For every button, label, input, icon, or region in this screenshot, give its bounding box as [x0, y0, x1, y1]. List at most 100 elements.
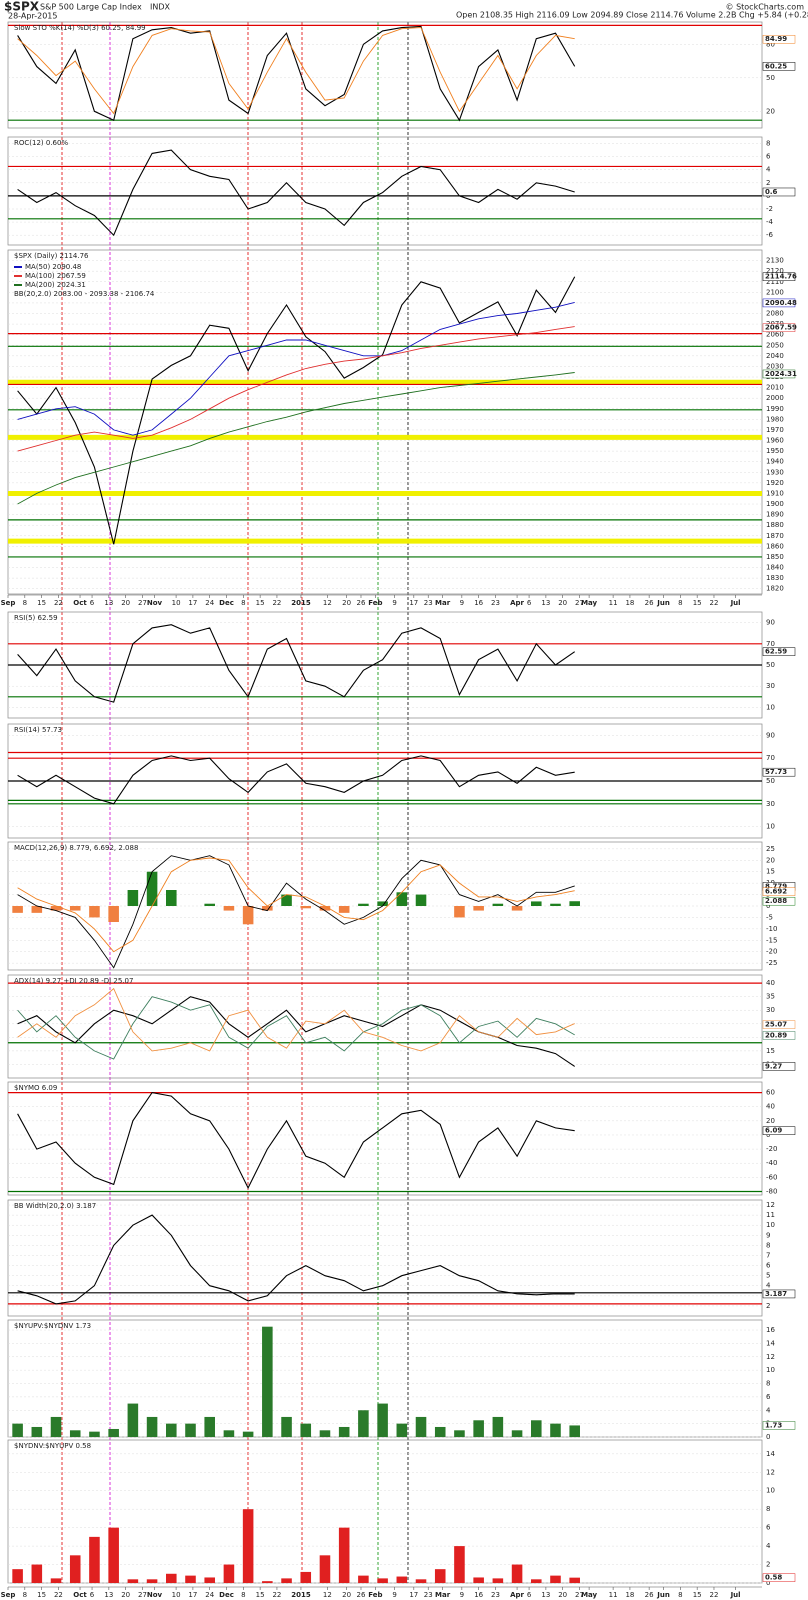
- x-tick-label: 22: [710, 599, 719, 607]
- x-tick-label: 27: [575, 1591, 584, 1599]
- bar: [31, 1564, 43, 1583]
- last-value-box: [762, 1573, 796, 1582]
- y-tick-label: 60: [766, 1089, 775, 1097]
- x-tick-label: Dec: [219, 599, 234, 607]
- bar: [530, 1579, 542, 1583]
- y-tick-label: 4: [766, 1282, 771, 1290]
- x-tick-label: 26: [357, 599, 366, 607]
- bar: [50, 906, 62, 911]
- bar: [319, 906, 331, 911]
- x-tick-label: 9: [460, 1591, 464, 1599]
- panel-title: Slow STO %K(14) %D(3) 60.25, 84.99: [14, 24, 146, 32]
- bar: [146, 871, 158, 906]
- y-tick-label: 12: [766, 1201, 775, 1209]
- last-value-label: 6.09: [765, 1127, 782, 1135]
- y-tick-label: 2000: [766, 394, 784, 402]
- y-tick-label: 1820: [766, 585, 784, 593]
- x-tick-label: 6: [90, 1591, 95, 1599]
- series-line: [17, 1091, 575, 1190]
- x-tick-label: May: [581, 1591, 597, 1599]
- last-value-box: [762, 1062, 796, 1071]
- quote: Open 2108.35 High 2116.09 Low 2094.89 Cl…: [456, 11, 808, 20]
- legend-label: MA(50) 2090.48: [25, 263, 81, 271]
- last-value-label: 8.779: [765, 882, 787, 890]
- x-tick-label: 26: [645, 599, 654, 607]
- bar: [358, 903, 369, 906]
- y-tick-label: 1840: [766, 564, 784, 572]
- bar: [377, 1578, 388, 1583]
- date: 28-Apr-2015: [8, 12, 57, 21]
- y-tick-label: 25: [766, 845, 775, 853]
- x-tick-label: Nov: [147, 1591, 163, 1599]
- y-tick-label: -80: [766, 1187, 777, 1195]
- x-tick-label: 8: [241, 599, 245, 607]
- bar: [319, 1430, 331, 1437]
- bar: [262, 906, 273, 911]
- y-tick-label: 8: [766, 1505, 770, 1513]
- last-value-box: [762, 187, 796, 197]
- last-value-label: 2024.31: [765, 370, 797, 378]
- last-value-box: [762, 272, 796, 281]
- bar: [31, 906, 43, 913]
- bar: [492, 1416, 504, 1437]
- last-value-box: [762, 1126, 796, 1135]
- bar: [12, 906, 23, 913]
- y-tick-label: 2060: [766, 331, 784, 339]
- last-value-box: [762, 323, 796, 332]
- bar: [396, 1423, 408, 1437]
- last-value-label: 2.088: [765, 897, 787, 905]
- panel-title: $NYMO 6.09: [14, 1084, 57, 1092]
- last-value-label: 2067.59: [765, 324, 797, 332]
- bar: [223, 1564, 235, 1583]
- y-tick-label: 1860: [766, 542, 784, 550]
- last-value-box: [762, 896, 796, 906]
- bar: [281, 1578, 292, 1583]
- y-tick-label: 6: [766, 1393, 771, 1401]
- y-tick-label: 2080: [766, 310, 784, 318]
- y-tick-label: 12: [766, 1468, 775, 1476]
- panel-frame: [7, 1199, 763, 1317]
- x-tick-label: 17: [188, 1591, 197, 1599]
- bar: [223, 1430, 235, 1437]
- y-tick-label: 1830: [766, 574, 784, 582]
- last-value-box: [762, 1020, 796, 1029]
- y-tick-label: 6: [766, 153, 771, 161]
- panel-title: ROC(12) 0.60%: [14, 139, 68, 147]
- x-tick-label: 9: [392, 1591, 396, 1599]
- x-tick-label: 15: [693, 599, 702, 607]
- last-value-label: 25.07: [765, 1021, 787, 1029]
- y-tick-label: 1890: [766, 511, 784, 519]
- x-tick-label: 23: [424, 1591, 433, 1599]
- x-tick-label: 18: [625, 1591, 634, 1599]
- x-tick-label: 15: [37, 1591, 46, 1599]
- bar: [69, 1555, 81, 1583]
- x-tick-label: 8: [241, 1591, 245, 1599]
- y-tick-label: 1850: [766, 553, 784, 561]
- bar: [166, 1573, 177, 1583]
- panel-frame: [7, 1081, 763, 1196]
- x-tick-label: 24: [205, 599, 214, 607]
- x-tick-label: 20: [558, 1591, 567, 1599]
- bar: [242, 1509, 254, 1583]
- bar: [108, 1527, 119, 1583]
- x-tick-label: Feb: [368, 1591, 382, 1599]
- legend-label: MA(200) 2024.31: [25, 281, 86, 289]
- x-tick-label: Jun: [656, 1591, 670, 1599]
- series-line: [17, 372, 575, 505]
- y-tick-label: 10: [766, 1487, 775, 1495]
- x-tick-label: Jul: [730, 1591, 741, 1599]
- bar: [569, 901, 580, 906]
- x-tick-label: 20: [342, 1591, 351, 1599]
- x-tick-label: 13: [541, 599, 550, 607]
- y-tick-label: 1960: [766, 437, 784, 445]
- x-tick-label: 22: [54, 599, 63, 607]
- last-value-box: [762, 647, 796, 656]
- x-tick-label: 18: [625, 599, 634, 607]
- bar: [223, 906, 235, 911]
- last-value-label: 20.89: [765, 1031, 787, 1039]
- y-tick-label: 90: [766, 619, 775, 627]
- series-line: [17, 149, 575, 237]
- x-tick-label: Sep: [1, 1591, 16, 1599]
